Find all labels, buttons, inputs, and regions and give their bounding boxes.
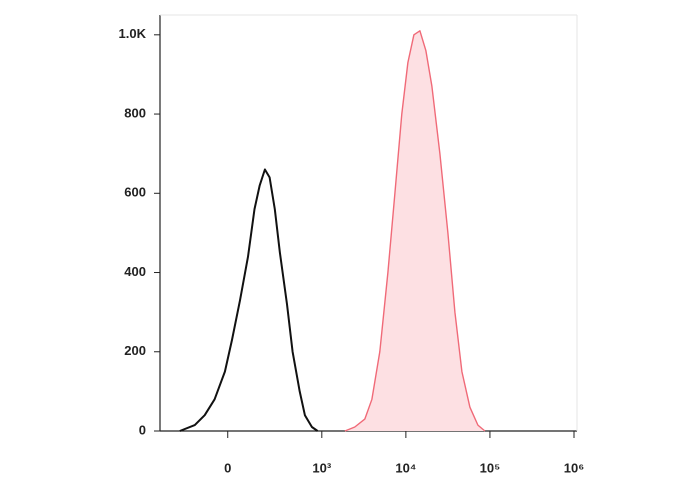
x-tick-label: 10⁶ [564, 460, 584, 475]
y-tick-label: 0 [139, 422, 146, 437]
y-tick-label: 1.0K [119, 26, 147, 41]
histogram-curve [344, 30, 486, 432]
x-tick-label: 10⁴ [395, 460, 416, 475]
y-tick-label: 200 [124, 343, 146, 358]
y-tick-label: 400 [124, 264, 146, 279]
y-tick-label: 800 [124, 105, 146, 120]
x-tick-label: 10³ [312, 460, 331, 475]
y-tick-label: 600 [124, 185, 146, 200]
histogram-curve [179, 168, 319, 432]
x-tick-label: 0 [224, 460, 231, 475]
x-tick-label: 10⁵ [480, 460, 501, 475]
